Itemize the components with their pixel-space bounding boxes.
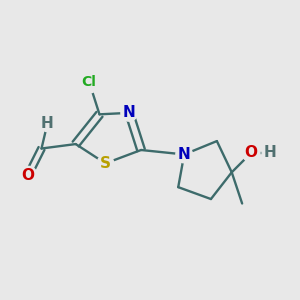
Text: S: S (100, 156, 111, 171)
Text: H: H (41, 116, 54, 131)
Text: N: N (178, 147, 190, 162)
Text: N: N (123, 105, 136, 120)
Circle shape (121, 104, 137, 121)
Text: O: O (244, 146, 258, 160)
Circle shape (262, 145, 279, 161)
Text: H: H (264, 146, 277, 160)
Circle shape (97, 155, 114, 172)
Circle shape (176, 146, 193, 163)
Circle shape (78, 70, 100, 93)
Text: Cl: Cl (82, 75, 97, 88)
Circle shape (81, 73, 98, 90)
Circle shape (19, 166, 37, 184)
Circle shape (20, 167, 37, 184)
Circle shape (242, 144, 260, 162)
Circle shape (243, 145, 260, 161)
Text: O: O (22, 168, 34, 183)
Circle shape (39, 115, 56, 132)
